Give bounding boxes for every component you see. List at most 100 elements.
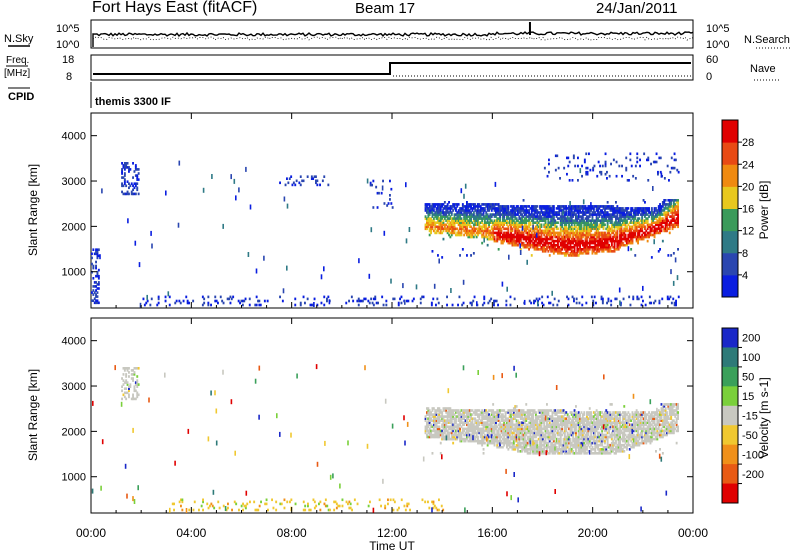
echo-cell [535,435,537,439]
echo-cell [664,223,667,227]
echo-cell [620,217,623,220]
echo-cell [581,295,584,299]
echo-cell [591,223,594,227]
echo-cell [504,227,507,231]
echo-cell [547,425,550,429]
echo-cell [426,425,428,429]
echo-cell [568,207,570,210]
echo-cell [514,407,517,410]
echo-cell [125,192,128,196]
echo-cell [438,421,441,424]
echo-cell [522,215,525,218]
echo-cell [255,295,258,299]
echo-cell [533,425,536,429]
echo-cell [500,207,503,210]
echo-cell [638,209,641,212]
echo-cell [586,227,588,231]
echo-cell [555,431,558,435]
echo-cell [281,299,284,303]
echo-cell [486,229,489,233]
echo-cell [486,207,489,210]
echo-cell [610,162,612,166]
echo-cell [521,433,524,437]
echo-cell [539,443,541,447]
echo-cell [604,217,606,220]
echo-cell [546,231,548,235]
echo-cell [580,252,583,255]
echo-cell [569,229,572,233]
echo-cell [540,450,543,453]
echo-cell [550,223,553,227]
echo-cell [471,427,474,431]
echo-cell [674,203,677,206]
echo-cell [597,205,599,208]
echo-cell [607,299,610,303]
echo-cell [630,235,633,239]
echo-cell [501,233,504,237]
echo-cell [650,207,653,210]
echo-cell [617,217,620,220]
echo-cell [467,435,470,439]
echo-cell [590,239,593,243]
echo-cell [512,207,515,210]
echo-cell [539,217,541,220]
echo-cell [639,164,641,168]
echo-cell [522,433,525,437]
echo-cell [552,215,555,218]
echo-cell [459,433,461,437]
echo-cell [466,201,468,204]
echo-cell [568,235,570,239]
echo-cell [477,213,479,216]
echo-cell [369,181,372,185]
echo-cell [482,215,485,218]
echo-cell [452,437,455,441]
echo-cell [619,215,621,218]
echo-cell [592,168,595,172]
echo-cell [529,227,532,231]
echo-cell [434,409,437,412]
echo-cell [577,211,580,214]
echo-cell [517,243,519,247]
echo-cell [457,219,460,222]
echo-cell [431,225,434,229]
echo-cell [490,423,493,427]
echo-cell [554,450,557,453]
echo-cell [572,252,575,255]
echo-cell [587,217,590,220]
echo-cell [519,411,522,414]
echo-cell [506,286,508,292]
echo-cell [517,231,519,235]
echo-cell [580,241,583,245]
echo-cell [475,213,478,216]
echo-cell [672,203,675,206]
echo-cell [493,235,496,239]
echo-cell [624,219,627,222]
echo-cell [568,233,570,237]
echo-cell [632,174,635,178]
echo-cell [523,425,526,429]
echo-cell [448,431,450,435]
echo-cell [508,435,511,439]
echo-cell [452,409,455,412]
echo-cell [157,297,160,301]
echo-cell [515,437,518,441]
echo-cell [507,235,510,239]
echo-cell [646,219,649,222]
echo-cell [486,435,489,439]
echo-cell [448,425,450,429]
echo-cell [439,431,442,435]
echo-cell [584,213,587,216]
echo-cell [432,427,435,431]
echo-cell [474,427,477,431]
echo-cell [472,433,475,437]
echo-cell [594,213,597,216]
echo-cell [602,205,605,208]
echo-cell [485,225,488,229]
echo-cell [439,211,442,214]
echo-cell [604,162,607,166]
echo-cell [219,295,222,299]
echo-cell [438,407,441,410]
echo-cell [443,407,446,410]
echo-cell [511,211,514,214]
echo-cell [651,211,653,217]
